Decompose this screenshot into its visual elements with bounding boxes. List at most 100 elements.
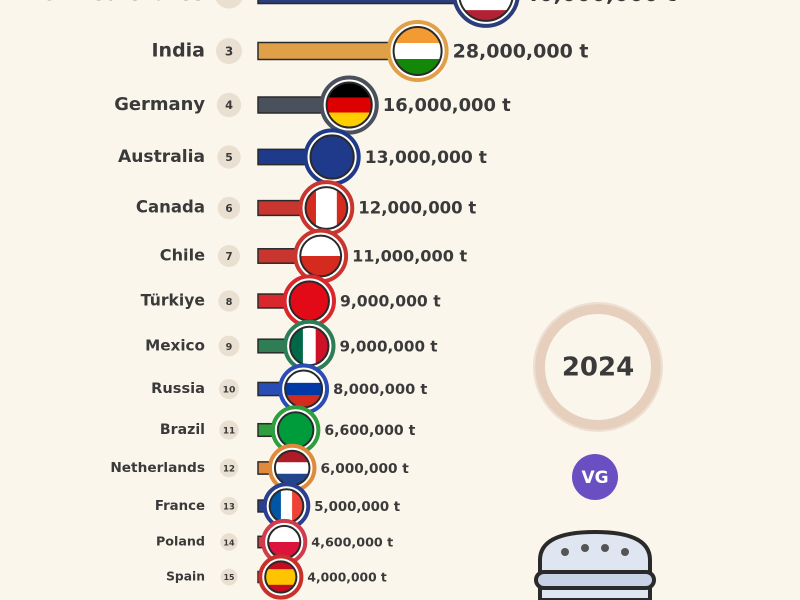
value-label: 6,000,000 t <box>320 461 409 477</box>
shaker-hole <box>561 548 569 556</box>
year-ring-outer <box>533 302 663 432</box>
value-label: 28,000,000 t <box>453 41 589 63</box>
shaker-hole <box>601 544 609 552</box>
country-label: Spain <box>166 570 205 584</box>
rank-badge <box>219 496 239 516</box>
flag <box>310 135 354 179</box>
value-label: 9,000,000 t <box>340 338 438 356</box>
flag-stripe <box>269 489 282 523</box>
rank-badge <box>216 92 242 118</box>
rank-label: 14 <box>223 539 235 548</box>
flag <box>305 187 348 229</box>
flag-outline <box>309 134 355 180</box>
rank-badge <box>220 533 238 551</box>
country-label: Russia <box>151 380 205 397</box>
year-ring <box>535 304 661 430</box>
bar <box>257 0 487 5</box>
flag-stripe <box>302 326 317 366</box>
flag-stripe <box>459 10 513 21</box>
rank-label: 3 <box>225 45 233 59</box>
flag-stripe <box>310 157 354 179</box>
flag-stripe <box>326 97 372 114</box>
rank-label: 12 <box>223 465 235 475</box>
rank-badge <box>215 0 243 9</box>
flag-stripe <box>393 43 442 60</box>
country-label: Poland <box>156 534 205 549</box>
rank-label: 4 <box>225 99 233 112</box>
country-label: Brazil <box>160 422 205 438</box>
flag-stripe <box>292 489 304 523</box>
flag-outline <box>264 560 298 594</box>
flag <box>269 489 304 523</box>
year-badge: 2024 <box>533 302 663 432</box>
rank-badge <box>217 145 241 169</box>
flag-stripe <box>336 187 348 229</box>
flag-stripe <box>268 525 301 543</box>
logo-text: VG <box>581 468 608 488</box>
salt-shaker <box>534 529 656 600</box>
flag-stripe <box>265 561 297 570</box>
country-label: Netherlands <box>110 460 205 476</box>
value-label: 40,000,000 t <box>524 0 676 7</box>
rank-badge <box>217 244 241 268</box>
value-label: 6,600,000 t <box>324 423 415 439</box>
flag-stripe <box>315 187 327 229</box>
shaker-band <box>534 570 656 590</box>
country-label: Mexico <box>145 337 205 355</box>
flag-stripe <box>289 281 329 302</box>
flag <box>459 0 513 21</box>
value-label: 4,000,000 t <box>307 571 387 585</box>
value-label: 8,000,000 t <box>333 381 427 398</box>
rank-badge <box>220 568 238 586</box>
value-label: 9,000,000 t <box>340 293 441 311</box>
flag-stripe <box>277 412 314 431</box>
flag-stripe <box>274 462 310 475</box>
flag-outline <box>458 0 514 22</box>
logo-circle <box>572 454 618 500</box>
rank-label: 2 <box>224 0 233 3</box>
year: 2024 <box>562 353 634 383</box>
rank-label: 5 <box>225 151 233 164</box>
rank-badge <box>216 38 242 64</box>
flag-stripe <box>268 542 301 559</box>
flag-stripe <box>300 256 342 277</box>
flag-outline <box>392 26 443 76</box>
flag-stripe <box>265 577 297 586</box>
value-label: 12,000,000 t <box>358 199 476 218</box>
country-label: Chile <box>160 246 205 265</box>
rank-label: 10 <box>223 385 236 396</box>
flag-stripe <box>300 235 342 257</box>
rank-label: 6 <box>225 203 232 215</box>
flag-stripe <box>326 187 338 229</box>
flag-outline <box>325 81 373 129</box>
shaker-hole <box>621 548 629 556</box>
flag-stripe <box>265 569 297 578</box>
rank-label: 11 <box>223 427 235 437</box>
country-label: France <box>155 499 205 514</box>
flag-outline <box>304 186 349 230</box>
country-label: Canada <box>136 198 205 217</box>
rank-badge <box>217 196 241 220</box>
flag-outline <box>299 234 343 278</box>
rank-badge <box>218 378 240 400</box>
flag-stripe <box>459 0 513 11</box>
country-label: Türkiye <box>141 292 205 310</box>
value-label: 13,000,000 t <box>365 148 487 168</box>
value-label: 4,600,000 t <box>311 535 393 550</box>
flag-stripe <box>310 135 354 158</box>
flag-stripe <box>265 584 297 593</box>
country-label: Australia <box>118 147 205 167</box>
flag-stripe <box>289 301 329 321</box>
rank-badge <box>218 290 240 312</box>
flag-stripe <box>274 473 310 486</box>
rank-label: 9 <box>226 342 233 353</box>
value-label: 16,000,000 t <box>383 95 511 116</box>
rank-label: 8 <box>226 297 233 308</box>
flag-stripe <box>280 489 293 523</box>
country-label: Germany <box>114 94 205 115</box>
flag <box>268 525 301 559</box>
country-label: India <box>151 40 205 62</box>
value-label: 5,000,000 t <box>314 500 400 515</box>
